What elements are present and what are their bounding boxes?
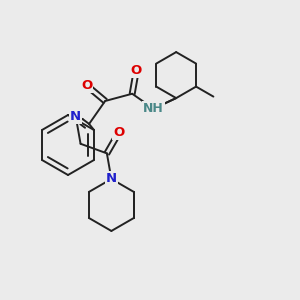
Text: N: N bbox=[106, 172, 117, 185]
Text: N: N bbox=[70, 110, 81, 123]
Text: O: O bbox=[81, 79, 92, 92]
Text: O: O bbox=[131, 64, 142, 76]
Text: NH: NH bbox=[143, 102, 164, 115]
Text: O: O bbox=[113, 126, 124, 139]
